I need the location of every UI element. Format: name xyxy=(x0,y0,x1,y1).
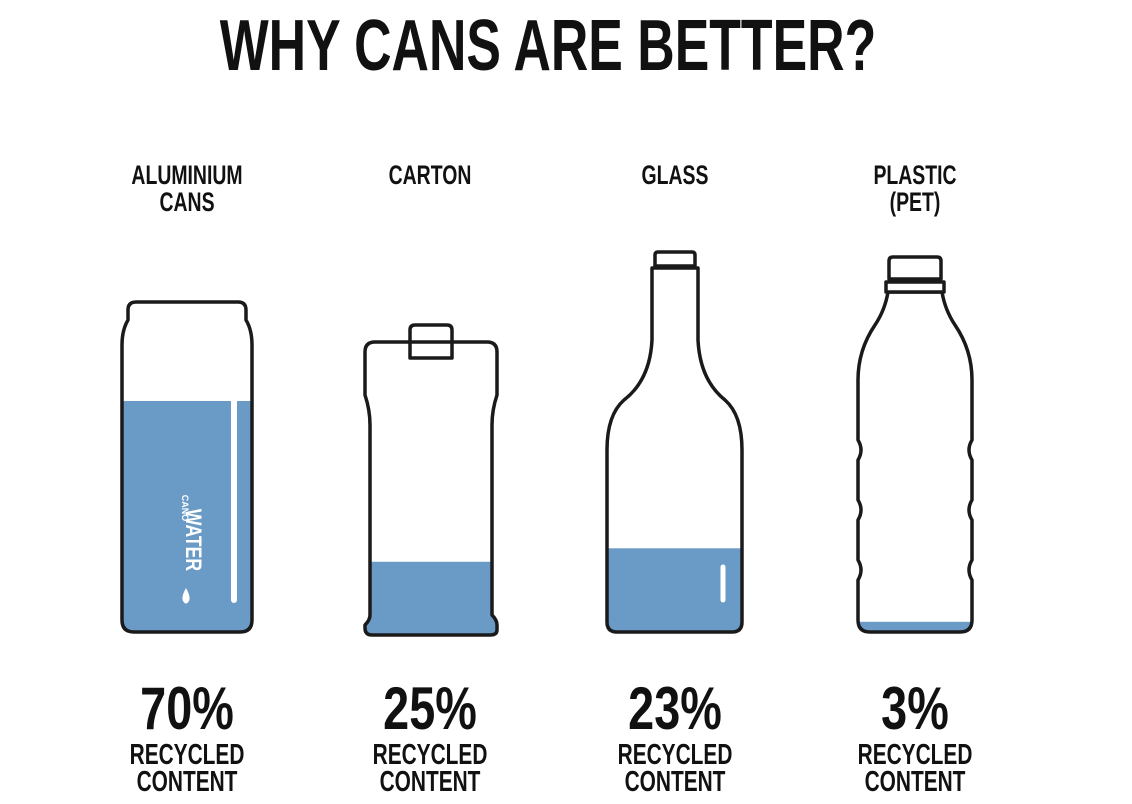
outline xyxy=(605,266,744,634)
value-label: 25% xyxy=(383,675,477,742)
brand-small: CANO xyxy=(180,495,190,522)
outline xyxy=(856,290,974,634)
caption: CONTENT xyxy=(625,766,726,798)
value-group: 70% xyxy=(140,675,234,742)
caption: CONTENT xyxy=(865,766,966,798)
label-line: ALUMINIUM xyxy=(131,160,242,190)
value-label: 23% xyxy=(628,675,722,742)
value-group: 23% xyxy=(628,675,722,742)
outline-part xyxy=(887,255,943,281)
outline xyxy=(120,300,254,634)
value-label: 70% xyxy=(140,675,234,742)
container-label: PLASTIC xyxy=(873,160,956,190)
caption-line: RECYCLED xyxy=(618,739,733,771)
outline-part xyxy=(408,340,454,360)
title: WHY CANS ARE BETTER? xyxy=(220,6,876,86)
caption: RECYCLED xyxy=(130,739,245,771)
outline-part xyxy=(884,280,946,294)
container-label: (PET) xyxy=(890,187,941,217)
caption: RECYCLED xyxy=(618,739,733,771)
caption: CONTENT xyxy=(380,766,481,798)
label-line: PLASTIC xyxy=(873,160,956,190)
container-label: GLASS xyxy=(642,160,709,190)
label-line: CANS xyxy=(159,187,214,217)
caption-line: CONTENT xyxy=(865,766,966,798)
label-line: (PET) xyxy=(890,187,941,217)
caption: RECYCLED xyxy=(858,739,973,771)
caption-line: RECYCLED xyxy=(373,739,488,771)
value-label: 3% xyxy=(881,675,949,742)
brand-word: WATER xyxy=(180,509,204,571)
fill-level xyxy=(365,561,497,635)
caption-line: RECYCLED xyxy=(858,739,973,771)
value-group: 25% xyxy=(383,675,477,742)
caption-line: CONTENT xyxy=(137,766,238,798)
outline-part xyxy=(653,250,697,268)
caption-line: RECYCLED xyxy=(130,739,245,771)
brand-drop xyxy=(182,588,190,604)
title-group: WHY CANS ARE BETTER? xyxy=(220,6,876,86)
outline xyxy=(363,323,499,637)
caption: RECYCLED xyxy=(373,739,488,771)
label-line: CARTON xyxy=(389,160,472,190)
caption-line: CONTENT xyxy=(380,766,481,798)
caption-line: CONTENT xyxy=(625,766,726,798)
label-line: GLASS xyxy=(642,160,709,190)
container-label: ALUMINIUM xyxy=(131,160,242,190)
caption: CONTENT xyxy=(137,766,238,798)
container-label: CARTON xyxy=(389,160,472,190)
fill-level xyxy=(607,548,742,632)
value-group: 3% xyxy=(881,675,949,742)
fill-level xyxy=(858,621,972,632)
container-label: CANS xyxy=(159,187,214,217)
